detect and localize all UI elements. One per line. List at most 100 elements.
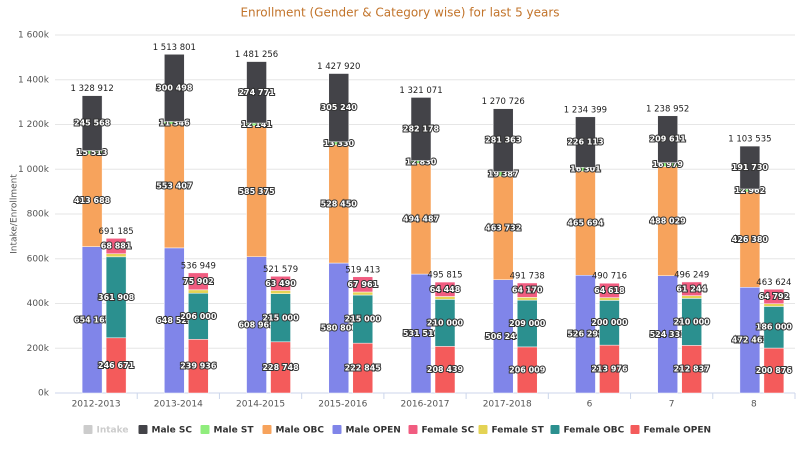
data-label: 506 244	[485, 332, 522, 341]
bar-segment	[188, 272, 209, 291]
data-label: 200 000	[591, 318, 628, 327]
chart-title: Enrollment (Gender & Category wise) for …	[240, 6, 559, 20]
total-label: 519 413	[345, 265, 380, 275]
data-label: 12 830	[406, 157, 437, 166]
x-tick-label: 2014-2015	[236, 400, 285, 410]
data-label: 212 837	[674, 365, 710, 374]
data-label: 226 113	[567, 138, 603, 147]
total-label: 495 815	[427, 271, 462, 281]
bar-segment	[81, 95, 103, 151]
data-label: 209 611	[650, 135, 687, 144]
data-label: 274 771	[238, 88, 275, 97]
bar-segment	[763, 289, 785, 305]
x-tick-label: 6	[587, 400, 593, 410]
bar-segment	[599, 297, 620, 301]
bar-segment	[763, 303, 785, 307]
y-tick-label: 800k	[27, 210, 50, 220]
data-label: 281 363	[485, 136, 521, 145]
bar-segment	[105, 253, 127, 258]
bar-segment	[516, 282, 538, 298]
data-label: 222 845	[345, 364, 382, 373]
data-label: 526 291	[567, 330, 604, 339]
data-label: 68 881	[101, 242, 132, 251]
data-label: 64 792	[759, 292, 790, 301]
data-label: 206 000	[180, 312, 217, 321]
data-label: 64 618	[594, 286, 625, 295]
total-label: 463 624	[756, 278, 791, 288]
bar-segment	[188, 289, 209, 294]
legend-label: Female OPEN	[644, 426, 712, 436]
data-label: 186 000	[756, 323, 793, 332]
bar-segment	[575, 116, 596, 168]
data-label: 361 908	[98, 293, 135, 302]
legend-swatch	[138, 425, 148, 434]
data-label: 12 141	[241, 120, 272, 129]
y-tick-label: 1 400k	[18, 75, 50, 85]
legend-swatch	[550, 425, 560, 434]
x-tick-label: 2013-2014	[154, 400, 203, 410]
data-label: 528 450	[321, 199, 358, 208]
data-label: 580 800	[321, 324, 358, 333]
data-label: 64 448	[430, 285, 461, 294]
data-label: 246 671	[98, 361, 135, 370]
bar-segment	[516, 297, 538, 301]
data-label: 531 516	[403, 329, 440, 338]
y-tick-label: 400k	[27, 299, 50, 309]
legend-swatch	[262, 425, 272, 434]
bar-segment	[739, 145, 761, 190]
data-label: 465 694	[567, 219, 604, 228]
data-label: 239 936	[180, 362, 217, 371]
data-label: 305 240	[321, 103, 358, 112]
data-label: 215 000	[345, 315, 382, 324]
bar-segment	[164, 54, 185, 122]
bar-segment	[352, 276, 374, 293]
legend-label: Female SC	[422, 426, 475, 436]
data-label: 463 732	[485, 223, 521, 232]
data-label: 75 902	[183, 277, 214, 286]
data-label: 12 962	[735, 186, 766, 195]
y-tick-label: 1 600k	[18, 31, 50, 41]
bar-segment	[492, 108, 514, 172]
data-label: 282 178	[403, 124, 440, 133]
data-label: 209 000	[509, 319, 546, 328]
total-label: 491 738	[510, 271, 545, 281]
legend-label: Male OPEN	[346, 426, 401, 436]
data-label: 245 568	[74, 119, 111, 128]
data-label: 16 979	[652, 160, 683, 169]
x-tick-label: 2017-2018	[483, 400, 532, 410]
x-tick-label: 8	[751, 400, 757, 410]
data-label: 228 748	[262, 363, 299, 372]
data-label: 64 170	[512, 286, 543, 295]
legend-label: Female OBC	[564, 426, 625, 436]
y-tick-label: 200k	[27, 344, 50, 354]
data-label: 654 167	[74, 315, 110, 324]
total-label: 490 716	[592, 272, 627, 282]
bar-segment	[410, 97, 432, 161]
total-label: 1 270 726	[482, 97, 525, 107]
data-label: 208 439	[427, 365, 464, 374]
data-label: 63 490	[265, 279, 296, 288]
data-label: 210 000	[427, 318, 464, 327]
bar-segment	[681, 281, 702, 296]
data-label: 472 463	[732, 336, 768, 345]
x-tick-label: 2016-2017	[400, 400, 449, 410]
bar-segment	[270, 276, 291, 291]
y-tick-label: 0k	[38, 389, 50, 399]
data-label: 16 301	[570, 165, 601, 174]
data-label: 19 387	[488, 169, 519, 178]
data-label: 553 407	[156, 181, 192, 190]
bar-segment	[270, 290, 291, 294]
legend-label: Male ST	[214, 426, 255, 436]
data-label: 15 513	[77, 148, 108, 157]
bar-segment	[657, 115, 678, 163]
x-tick-label: 2015-2016	[318, 400, 367, 410]
legend-label: Intake	[97, 426, 129, 436]
x-tick-label: 2012-2013	[72, 400, 121, 410]
data-label: 608 969	[238, 320, 275, 329]
legend-label: Female ST	[492, 426, 545, 436]
total-label: 1 238 952	[646, 104, 689, 114]
legend-swatch	[332, 425, 342, 434]
data-label: 215 000	[262, 313, 299, 322]
bar-segment	[434, 296, 456, 300]
